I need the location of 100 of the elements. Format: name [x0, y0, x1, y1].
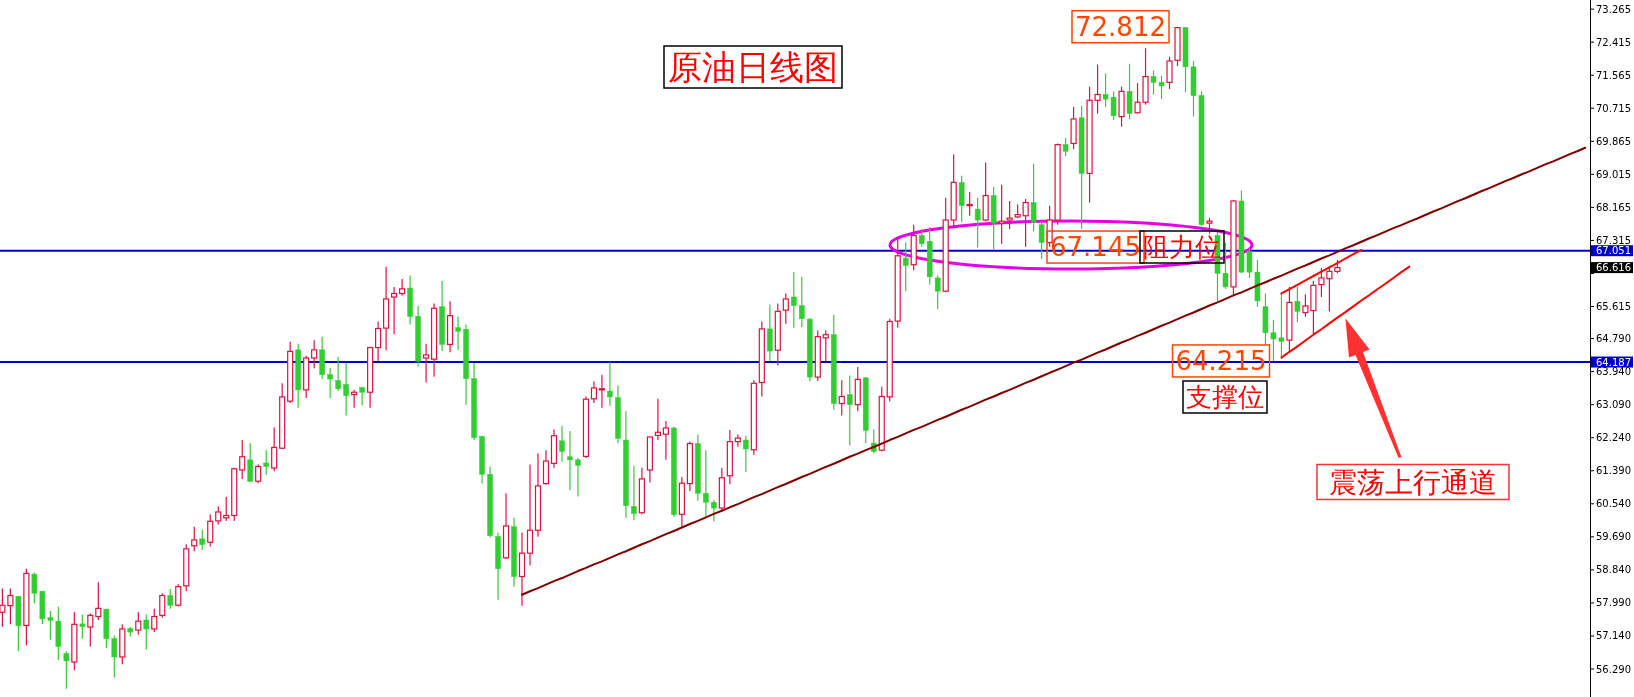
candlestick: [902, 241, 909, 292]
candlestick: [1006, 200, 1013, 230]
candlestick: [455, 315, 461, 351]
candlestick: [247, 442, 253, 483]
y-tick-label: 61.390: [1596, 465, 1631, 477]
candlestick: [782, 292, 789, 325]
annotation: 72.812: [1075, 11, 1166, 42]
candlestick: [662, 420, 669, 461]
candlestick: [271, 427, 278, 472]
candlestick: [63, 650, 70, 690]
candlestick: [263, 449, 269, 476]
candlestick: [743, 435, 749, 473]
candlestick: [223, 496, 230, 522]
candlestick: [567, 430, 573, 491]
candlestick: [0, 587, 6, 628]
y-tick-label: 72.415: [1596, 36, 1631, 48]
candlestick: [111, 634, 118, 679]
y-tick-label: 63.940: [1596, 366, 1631, 378]
candlestick: [399, 278, 406, 297]
candlestick: [1022, 198, 1029, 248]
candlestick: [711, 499, 717, 522]
candlestick: [1302, 293, 1309, 318]
candlestick: [95, 581, 102, 621]
candlestick: [559, 425, 565, 463]
candlestick: [590, 380, 598, 404]
candlestick: [799, 276, 805, 328]
candlestick: [7, 587, 14, 625]
y-tick-label: 57.140: [1596, 630, 1631, 642]
candlestick: [1246, 247, 1253, 279]
candlestick: [143, 613, 150, 651]
candlestick: [87, 612, 94, 648]
candlestick: [1278, 292, 1285, 359]
candlestick: [1270, 319, 1277, 362]
candlestick: [47, 610, 54, 641]
candlestick: [767, 303, 773, 362]
candlestick: [526, 463, 534, 566]
candlestick: [327, 367, 333, 399]
candlestick: [199, 529, 205, 551]
candlestick: [838, 379, 845, 417]
candlestick: [311, 339, 318, 369]
candlestick: [703, 449, 709, 517]
y-tick-label: 71.565: [1596, 69, 1631, 81]
candlestick: [239, 439, 246, 480]
candlestick: [335, 356, 341, 392]
y-tick-label: 60.540: [1596, 498, 1631, 510]
candlestick: [191, 526, 198, 552]
candlestick: [1166, 56, 1173, 90]
candlestick: [1030, 163, 1037, 232]
candlestick: [542, 449, 550, 486]
candlestick: [598, 374, 606, 409]
candlestick: [934, 275, 941, 310]
candlestick: [151, 608, 158, 633]
y-tick-label: 73.265: [1596, 3, 1631, 15]
candlestick: [518, 531, 526, 607]
candlestick: [1126, 63, 1133, 120]
text: 66.616: [1596, 262, 1631, 274]
candlestick: [822, 329, 829, 363]
y-tick-label: 69.865: [1596, 135, 1631, 147]
candlestick: [1038, 220, 1045, 260]
candlestick: [607, 361, 613, 407]
annotation: 震荡上行通道: [1329, 465, 1497, 499]
candlestick: [1150, 69, 1157, 96]
y-tick-label: 62.240: [1596, 432, 1631, 444]
candlestick: [167, 588, 174, 610]
y-tick-label: 65.615: [1596, 301, 1631, 313]
candlestick: [79, 613, 86, 640]
candlestick: [1102, 72, 1109, 108]
ref-line-label: 64.187: [1596, 356, 1631, 368]
y-tick-label: 68.165: [1596, 201, 1631, 213]
candlestick: [343, 362, 349, 417]
y-tick-label: 56.290: [1596, 663, 1631, 675]
candlestick: [1094, 63, 1101, 115]
candlestick: [31, 572, 38, 604]
text: 原油日线图: [668, 47, 838, 87]
candlestick: [791, 271, 797, 329]
candlestick: [575, 457, 581, 498]
ref-line-label: 67.051: [1596, 245, 1631, 257]
candlestick: [375, 320, 382, 362]
candlestick: [958, 175, 965, 223]
candlestick: [974, 197, 981, 249]
y-tick-label: 58.840: [1596, 564, 1631, 576]
y-tick-label: 64.790: [1596, 333, 1631, 345]
candlestick: [391, 286, 398, 335]
candlestick: [966, 191, 973, 217]
candlestick: [1158, 75, 1165, 100]
candlestick: [1294, 286, 1301, 323]
candlestick: [654, 398, 661, 441]
candlestick: [847, 374, 853, 447]
y-tick-label: 69.015: [1596, 168, 1631, 180]
candlestick: [1134, 82, 1141, 115]
candlestick: [998, 184, 1005, 245]
candlestick: [1222, 241, 1229, 290]
candlestick: [1318, 267, 1325, 298]
candlestick: [207, 513, 214, 548]
candlestick: [631, 465, 637, 521]
candlestick: [135, 611, 142, 636]
candlestick: [1110, 90, 1117, 121]
y-tick-label: 63.090: [1596, 399, 1631, 411]
y-tick-label: 57.990: [1596, 597, 1631, 609]
y-tick-label: 67.315: [1596, 234, 1631, 246]
